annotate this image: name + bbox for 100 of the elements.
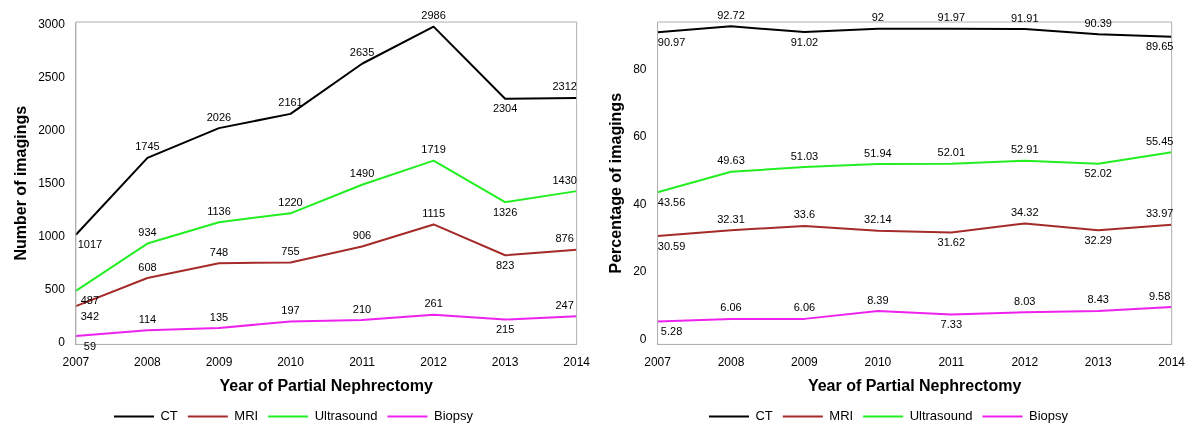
y-tick-label: 2000 — [38, 123, 66, 138]
data-label: 91.02 — [790, 35, 819, 48]
legend-label: Biopsy — [434, 408, 474, 424]
data-label: 51.94 — [864, 146, 892, 159]
y-tick-label: 2500 — [38, 70, 66, 85]
data-label: 748 — [209, 245, 229, 258]
x-tick-label: 2008 — [717, 354, 745, 369]
data-label: 906 — [352, 229, 372, 242]
y-tick-label: 500 — [44, 281, 66, 296]
x-tick-label: 2009 — [791, 354, 819, 369]
data-label: 342 — [80, 309, 100, 322]
data-label: 934 — [138, 226, 157, 239]
data-label: 114 — [138, 312, 157, 325]
data-label: 247 — [555, 298, 574, 311]
legend-label: Ultrasound — [909, 408, 973, 424]
data-label: 90.97 — [657, 35, 686, 48]
x-tick-label: 2008 — [134, 354, 162, 369]
data-label: 91.97 — [937, 11, 966, 24]
data-label: 91.91 — [1011, 11, 1039, 24]
data-label: 1115 — [422, 206, 445, 219]
data-label: 2161 — [278, 96, 303, 109]
data-label: 7.33 — [940, 318, 963, 331]
data-label: 755 — [281, 245, 300, 258]
x-tick-label: 2007 — [644, 354, 672, 369]
data-label: 1490 — [349, 167, 375, 180]
data-label: 608 — [138, 260, 157, 273]
data-label: 2304 — [492, 102, 518, 115]
data-label: 8.43 — [1087, 293, 1109, 306]
x-tick-label: 2010 — [864, 354, 892, 369]
x-tick-label: 2009 — [205, 354, 233, 369]
data-label: 33.97 — [1145, 207, 1174, 220]
data-label: 55.45 — [1145, 134, 1174, 147]
y-tick-label: 1000 — [38, 228, 66, 243]
legend-label: CT — [755, 408, 773, 424]
y-tick-label: 60 — [633, 129, 647, 144]
data-label: 33.6 — [793, 208, 816, 221]
data-label: 1719 — [421, 143, 446, 156]
y-tick-label: 0 — [58, 334, 66, 349]
data-label: 876 — [555, 232, 574, 245]
y-axis-title: Number of imagings — [12, 105, 30, 261]
x-axis-title: Year of Partial Nephrectomy — [807, 376, 1022, 394]
data-label: 1220 — [278, 195, 303, 208]
data-label: 32.29 — [1084, 233, 1112, 246]
data-label: 52.91 — [1011, 143, 1039, 156]
legend-label: Ultrasound — [314, 408, 378, 424]
data-label: 52.01 — [937, 146, 966, 159]
y-tick-label: 20 — [633, 264, 647, 279]
data-label: 261 — [424, 297, 443, 310]
legend-label: CT — [160, 408, 178, 424]
data-label: 32.31 — [717, 212, 745, 225]
data-label: 2635 — [349, 46, 375, 59]
data-label: 1136 — [207, 204, 231, 217]
y-tick-label: 1500 — [38, 176, 66, 191]
legend-label: MRI — [829, 408, 854, 424]
data-label: 92.72 — [717, 8, 745, 21]
data-label: 31.62 — [937, 236, 966, 249]
legend-label: MRI — [234, 408, 259, 424]
data-label: 8.03 — [1014, 294, 1036, 307]
x-tick-label: 2013 — [1084, 354, 1112, 369]
y-tick-label: 80 — [633, 61, 647, 76]
data-label: 52.02 — [1084, 167, 1112, 180]
x-tick-label: 2007 — [62, 354, 90, 369]
data-label: 215 — [495, 323, 515, 336]
data-label: 2986 — [421, 9, 446, 22]
data-label: 34.32 — [1011, 206, 1039, 219]
data-label: 2026 — [206, 110, 232, 123]
x-tick-label: 2011 — [349, 354, 376, 369]
data-label: 90.39 — [1084, 16, 1112, 29]
data-label: 59 — [83, 339, 97, 352]
x-tick-label: 2013 — [491, 354, 519, 369]
data-label: 6.06 — [720, 301, 742, 314]
x-tick-label: 2014 — [1158, 354, 1186, 369]
data-label: 92 — [871, 11, 884, 24]
data-label: 1326 — [492, 205, 518, 218]
data-label: 823 — [495, 258, 515, 271]
data-label: 49.63 — [717, 154, 745, 167]
y-tick-label: 40 — [633, 196, 647, 211]
x-tick-label: 2010 — [277, 354, 305, 369]
data-label: 2312 — [552, 80, 577, 93]
y-tick-label: 0 — [639, 331, 647, 346]
data-label: 30.59 — [657, 239, 686, 252]
data-label: 43.56 — [657, 195, 686, 208]
x-tick-label: 2014 — [563, 354, 591, 369]
data-label: 6.06 — [793, 301, 816, 314]
data-label: 9.58 — [1148, 289, 1171, 302]
data-label: 1745 — [135, 140, 160, 153]
x-tick-label: 2012 — [420, 354, 448, 369]
x-axis-title: Year of Partial Nephrectomy — [219, 376, 434, 394]
data-label: 135 — [209, 310, 229, 323]
data-label: 210 — [352, 302, 372, 315]
y-axis-title: Percentage of imagings — [607, 92, 625, 274]
data-label: 8.39 — [867, 293, 889, 306]
data-label: 89.65 — [1145, 40, 1174, 53]
y-tick-label: 3000 — [38, 17, 66, 32]
data-label: 51.03 — [790, 149, 819, 162]
data-label: 1430 — [552, 173, 577, 186]
x-tick-label: 2012 — [1011, 354, 1039, 369]
data-label: 5.28 — [660, 325, 683, 338]
data-label: 197 — [281, 303, 300, 316]
data-label: 32.14 — [864, 213, 892, 226]
